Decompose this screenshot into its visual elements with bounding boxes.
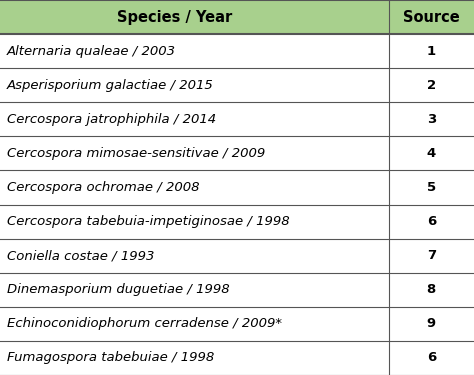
- Bar: [0, 34, 474, 68]
- Text: Source: Source: [403, 9, 460, 24]
- Text: 6: 6: [427, 351, 436, 364]
- Text: Echinoconidiophorum cerradense / 2009*: Echinoconidiophorum cerradense / 2009*: [7, 317, 282, 330]
- Text: 4: 4: [427, 147, 436, 160]
- Bar: [0, 273, 474, 307]
- Text: Cercospora jatrophiphila / 2014: Cercospora jatrophiphila / 2014: [7, 113, 216, 126]
- Bar: [0, 238, 474, 273]
- Bar: [0, 341, 474, 375]
- Text: 6: 6: [427, 215, 436, 228]
- Text: 9: 9: [427, 317, 436, 330]
- Text: 3: 3: [427, 113, 436, 126]
- Text: Dinemasporium duguetiae / 1998: Dinemasporium duguetiae / 1998: [7, 283, 230, 296]
- Text: Asperisporium galactiae / 2015: Asperisporium galactiae / 2015: [7, 79, 214, 92]
- Text: Cercospora ochromae / 2008: Cercospora ochromae / 2008: [7, 181, 200, 194]
- Text: Coniella costae / 1993: Coniella costae / 1993: [7, 249, 155, 262]
- Bar: [0, 136, 474, 171]
- Text: 1: 1: [427, 45, 436, 58]
- Text: 2: 2: [427, 79, 436, 92]
- Text: Alternaria qualeae / 2003: Alternaria qualeae / 2003: [7, 45, 176, 58]
- Text: Species / Year: Species / Year: [117, 9, 233, 24]
- Bar: [0, 102, 474, 136]
- Bar: [0, 307, 474, 341]
- Text: 7: 7: [427, 249, 436, 262]
- Text: Fumagospora tabebuiae / 1998: Fumagospora tabebuiae / 1998: [7, 351, 214, 364]
- Text: Cercospora mimosae-sensitivae / 2009: Cercospora mimosae-sensitivae / 2009: [7, 147, 265, 160]
- Text: Cercospora tabebuia-impetiginosae / 1998: Cercospora tabebuia-impetiginosae / 1998: [7, 215, 290, 228]
- Bar: [0, 204, 474, 238]
- Text: 8: 8: [427, 283, 436, 296]
- Text: 5: 5: [427, 181, 436, 194]
- Bar: [0, 68, 474, 102]
- Bar: [0, 171, 474, 204]
- Bar: [0, 0, 474, 34]
